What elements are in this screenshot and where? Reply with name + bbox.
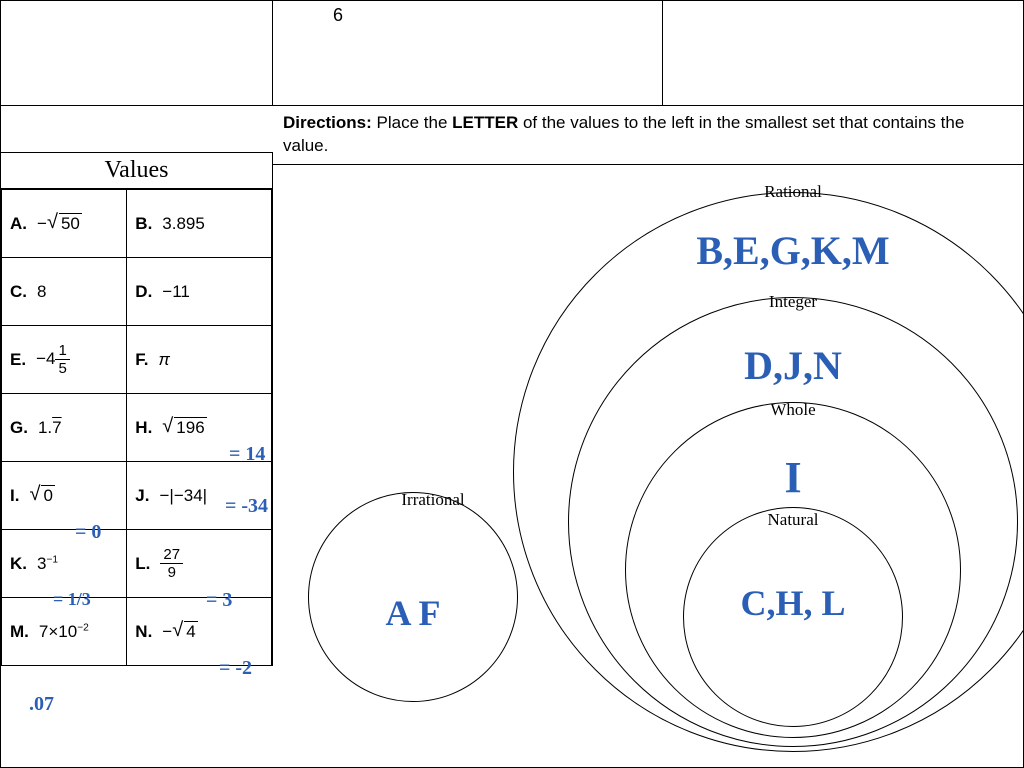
directions-prefix: Directions: (283, 113, 372, 132)
values-header: Values (1, 152, 272, 189)
table-row: K.3−1L.279 (2, 530, 272, 598)
handwritten-annotation: = -2 (219, 657, 252, 680)
value-cell: F.π (127, 326, 272, 394)
handwritten-annotation: = -34 (225, 495, 268, 518)
top-mid-box: 6 (273, 1, 663, 106)
table-row: C.8D.−11 (2, 258, 272, 326)
top-right-box (663, 1, 1023, 106)
irrational-answers: A F (385, 592, 440, 634)
natural-label: Natural (768, 510, 819, 530)
directions-bold: LETTER (452, 113, 518, 132)
value-cell: A.−√50 (2, 190, 127, 258)
value-cell: L.279 (127, 530, 272, 598)
worksheet-page: 6 Directions: Place the LETTER of the va… (0, 0, 1024, 768)
irrational-label: Irrational (401, 490, 464, 510)
handwritten-annotation: = 3 (206, 589, 232, 612)
value-cell: D.−11 (127, 258, 272, 326)
table-row: A.−√50B.3.895 (2, 190, 272, 258)
integer-label: Integer (769, 292, 817, 312)
directions-t1: Place the (372, 113, 452, 132)
value-cell: K.3−1 (2, 530, 127, 598)
whole-label: Whole (770, 400, 815, 420)
whole-answers: I (784, 452, 801, 503)
value-cell: I.√0 (2, 462, 127, 530)
value-cell: C.8 (2, 258, 127, 326)
value-cell: B.3.895 (127, 190, 272, 258)
natural-answers: C,H, L (740, 582, 845, 624)
top-left-box (1, 1, 273, 106)
handwritten-annotation: = 0 (75, 521, 101, 544)
value-cell: E.−415 (2, 326, 127, 394)
venn-diagram-area: Rational B,E,G,K,M Integer D,J,N Whole I Natur… (273, 152, 1023, 767)
rational-answers: B,E,G,K,M (696, 227, 889, 274)
table-row: E.−415F.π (2, 326, 272, 394)
handwritten-annotation: = 1/3 (53, 589, 91, 610)
rational-label: Rational (764, 182, 822, 202)
integer-answers: D,J,N (744, 342, 842, 389)
handwritten-annotation: = 14 (229, 443, 265, 466)
value-cell: N.−√4 (127, 598, 272, 666)
value-cell: G.1.7 (2, 394, 127, 462)
handwritten-annotation: .07 (29, 693, 54, 716)
stray-number: 6 (333, 5, 343, 26)
